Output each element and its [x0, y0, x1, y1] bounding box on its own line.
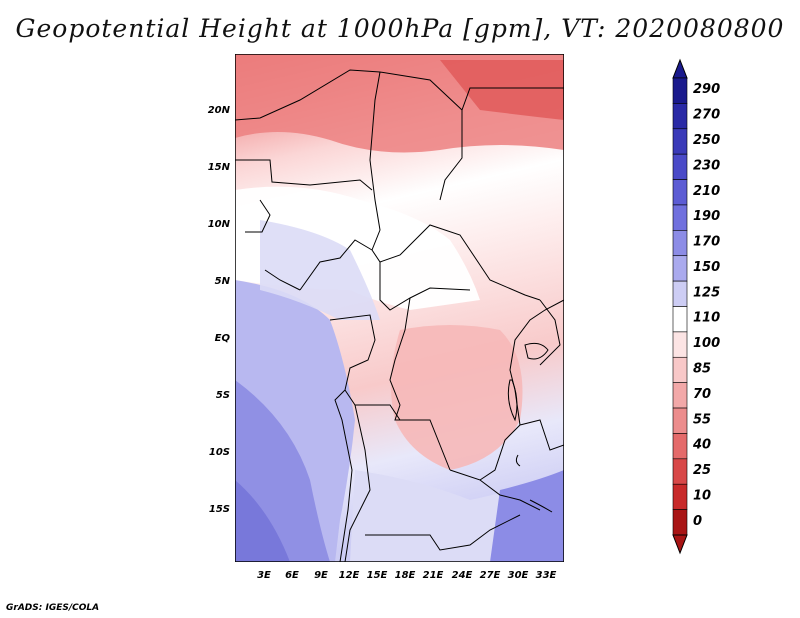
colorbar-label: 125	[693, 285, 720, 300]
lon-label: 6E	[285, 570, 299, 581]
colorbar-arrow-top	[672, 58, 688, 79]
lat-label: 5N	[215, 276, 231, 287]
colorbar-swatch	[672, 382, 688, 409]
lon-label: 24E	[452, 570, 473, 581]
colorbar-label: 150	[693, 260, 720, 275]
colorbar-label: 25	[693, 463, 711, 478]
lat-label: 10S	[209, 447, 230, 458]
colorbar-swatch	[672, 230, 688, 257]
colorbar-label: 85	[693, 362, 711, 377]
colorbar-label: 55	[693, 412, 711, 427]
lon-label: 27E	[480, 570, 501, 581]
lat-axis: 20N 15N 10N 5N EQ 5S 10S 15S	[208, 105, 231, 515]
credit-text: GrADS: IGES/COLA	[6, 603, 100, 613]
lat-label: 15S	[209, 504, 230, 515]
colorbar-label: 190	[693, 209, 720, 224]
lon-label: 18E	[395, 570, 416, 581]
ocean-low-deep	[235, 480, 290, 562]
colorbar-swatch	[672, 255, 688, 282]
lat-label: 10N	[208, 219, 231, 230]
colorbar-swatch	[672, 331, 688, 358]
colorbar-swatch	[672, 153, 688, 180]
colorbar-label: 100	[693, 336, 720, 351]
colorbar-label: 230	[693, 158, 720, 173]
colorbar-swatch	[672, 407, 688, 434]
colorbar-swatch	[672, 433, 688, 460]
lon-label: 15E	[367, 570, 388, 581]
colorbar-swatch	[672, 179, 688, 206]
lat-label: 20N	[208, 105, 231, 116]
lat-label: 15N	[208, 162, 231, 173]
colorbar-label: 250	[693, 133, 720, 148]
colorbar-label: 10	[693, 488, 711, 503]
colorbar-swatch	[672, 483, 688, 510]
colorbar-swatch	[672, 509, 688, 536]
map-panel	[235, 54, 564, 562]
colorbar-label: 40	[692, 438, 711, 453]
borders	[235, 69, 564, 562]
lakes	[507, 342, 553, 513]
southeast-low	[490, 470, 564, 562]
lat-label: EQ	[215, 333, 231, 344]
colorbar: 2902702502302101901701501251101008570554…	[672, 58, 720, 555]
lon-label: 12E	[339, 570, 360, 581]
colorbar-arrow-bottom	[672, 534, 688, 555]
lat-label: 5S	[216, 390, 230, 401]
chart-title: Geopotential Height at 1000hPa [gpm], VT…	[15, 14, 785, 43]
lon-label: 9E	[314, 570, 328, 581]
colorbar-swatch	[672, 280, 688, 307]
colorbar-swatch	[672, 306, 688, 333]
colorbar-label: 210	[693, 184, 720, 199]
lon-axis: 3E 6E 9E 12E 15E 18E 21E 24E 27E 30E 33E	[257, 570, 556, 581]
colorbar-swatch	[672, 128, 688, 155]
high-core	[440, 60, 564, 120]
west-low	[260, 220, 380, 320]
lon-label: 30E	[508, 570, 529, 581]
colorbar-swatch	[672, 204, 688, 231]
colorbar-label: 70	[693, 387, 711, 402]
colorbar-label: 0	[693, 514, 702, 529]
basin-anomaly	[391, 325, 523, 470]
lon-label: 33E	[536, 570, 557, 581]
colorbar-label: 110	[693, 311, 720, 326]
colorbar-swatch	[672, 356, 688, 383]
lon-label: 3E	[257, 570, 271, 581]
lon-label: 21E	[423, 570, 444, 581]
colorbar-swatch	[672, 103, 688, 130]
colorbar-swatch	[672, 77, 688, 104]
colorbar-label: 290	[693, 82, 720, 97]
colorbar-label: 170	[693, 235, 720, 250]
colorbar-swatch	[672, 458, 688, 485]
colorbar-label: 270	[693, 108, 720, 123]
